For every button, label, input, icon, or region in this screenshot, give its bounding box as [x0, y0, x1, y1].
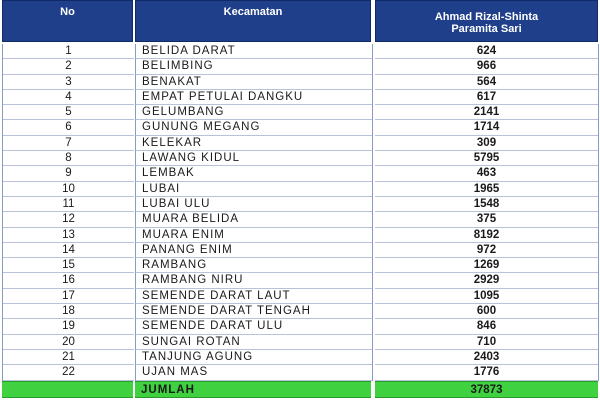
row-no: 21: [3, 350, 134, 366]
row-no: 12: [3, 212, 134, 228]
row-votes: 1776: [375, 365, 598, 381]
no-cells: 1 2 3 4 5 6 7 8 9 10 11 12 13 14 15 16 17 18 19 20 21 22: [2, 44, 134, 381]
row-kecamatan: GELUMBANG: [136, 105, 372, 121]
row-votes: 1095: [375, 289, 598, 305]
kecamatan-cells: BELIDA DARAT BELIMBING BENAKAT EMPAT PETULA…: [135, 44, 373, 381]
row-votes: 1269: [375, 258, 598, 274]
row-no: 8: [3, 151, 134, 167]
row-kecamatan: BENAKAT: [136, 75, 372, 90]
row-no: 7: [3, 136, 134, 152]
row-kecamatan: UJAN MAS: [136, 365, 372, 381]
row-no: 4: [3, 90, 134, 106]
row-no: 9: [3, 166, 134, 182]
row-kecamatan: MUARA BELIDA: [136, 212, 372, 228]
header-candidate-line1: Ahmad Rizal-Shinta: [434, 11, 539, 23]
row-kecamatan: SEMENDE DARAT ULU: [136, 319, 372, 335]
row-votes: 375: [375, 212, 598, 228]
row-votes: 5795: [375, 151, 598, 167]
row-kecamatan: SEMENDE DARAT LAUT: [136, 289, 372, 305]
total-votes: 37873: [375, 381, 598, 398]
row-no: 22: [3, 365, 134, 381]
votes-cells: 624 966 564 617 2141 1714 309 5795 463 1965 1548 37…: [375, 44, 599, 381]
total-no-cell: [2, 381, 133, 398]
row-votes: 463: [375, 166, 598, 182]
row-no: 2: [3, 59, 134, 75]
row-no: 16: [3, 273, 134, 289]
row-votes: 972: [375, 243, 598, 259]
column-kecamatan: Kecamatan BELIDA DARAT BELIMBING BENAKAT EM…: [135, 0, 373, 381]
row-kecamatan: RAMBANG: [136, 258, 372, 274]
total-label: JUMLAH: [135, 381, 371, 398]
row-no: 11: [3, 197, 134, 213]
row-no: 5: [3, 105, 134, 121]
column-no: No 1 2 3 4 5 6 7 8 9 10 11 12 13 14 15 16 17 18 19 20 21 22: [2, 0, 134, 381]
row-no: 20: [3, 335, 134, 350]
row-kecamatan: MUARA ENIM: [136, 228, 372, 243]
row-votes: 1965: [375, 182, 598, 197]
row-no: 10: [3, 182, 134, 197]
row-kecamatan: PANANG ENIM: [136, 243, 372, 259]
row-kecamatan: EMPAT PETULAI DANGKU: [136, 90, 372, 106]
row-kecamatan: LAWANG KIDUL: [136, 151, 372, 167]
row-votes: 2141: [375, 105, 598, 121]
row-kecamatan: BELIMBING: [136, 59, 372, 75]
row-kecamatan: KELEKAR: [136, 136, 372, 152]
header-kecamatan: Kecamatan: [135, 0, 371, 42]
row-no: 6: [3, 120, 134, 136]
row-votes: 564: [375, 75, 598, 90]
row-votes: 2929: [375, 273, 598, 289]
row-votes: 8192: [375, 228, 598, 243]
header-candidate: Ahmad Rizal-Shinta Paramita Sari: [375, 0, 598, 42]
row-no: 17: [3, 289, 134, 305]
row-votes: 624: [375, 44, 598, 60]
row-no: 13: [3, 228, 134, 243]
row-votes: 617: [375, 90, 598, 106]
row-votes: 600: [375, 304, 598, 320]
row-no: 14: [3, 243, 134, 259]
row-votes: 1548: [375, 197, 598, 213]
row-no: 18: [3, 304, 134, 320]
row-kecamatan: GUNUNG MEGANG: [136, 120, 372, 136]
row-no: 15: [3, 258, 134, 274]
row-kecamatan: RAMBANG NIRU: [136, 273, 372, 289]
row-votes: 309: [375, 136, 598, 152]
row-kecamatan: TANJUNG AGUNG: [136, 350, 372, 366]
row-kecamatan: BELIDA DARAT: [136, 44, 372, 60]
header-no: No: [2, 0, 133, 42]
row-kecamatan: SEMENDE DARAT TENGAH: [136, 304, 372, 320]
row-votes: 846: [375, 319, 598, 335]
row-votes: 966: [375, 59, 598, 75]
row-kecamatan: LEMBAK: [136, 166, 372, 182]
row-kecamatan: LUBAI: [136, 182, 372, 197]
row-kecamatan: SUNGAI ROTAN: [136, 335, 372, 350]
row-no: 3: [3, 75, 134, 90]
column-candidate-votes: Ahmad Rizal-Shinta Paramita Sari 624 966 5…: [375, 0, 599, 381]
row-votes: 2403: [375, 350, 598, 366]
row-votes: 1714: [375, 120, 598, 136]
header-candidate-line2: Paramita Sari: [451, 23, 522, 35]
row-kecamatan: LUBAI ULU: [136, 197, 372, 213]
row-votes: 710: [375, 335, 598, 350]
row-no: 1: [3, 44, 134, 60]
row-no: 19: [3, 319, 134, 335]
